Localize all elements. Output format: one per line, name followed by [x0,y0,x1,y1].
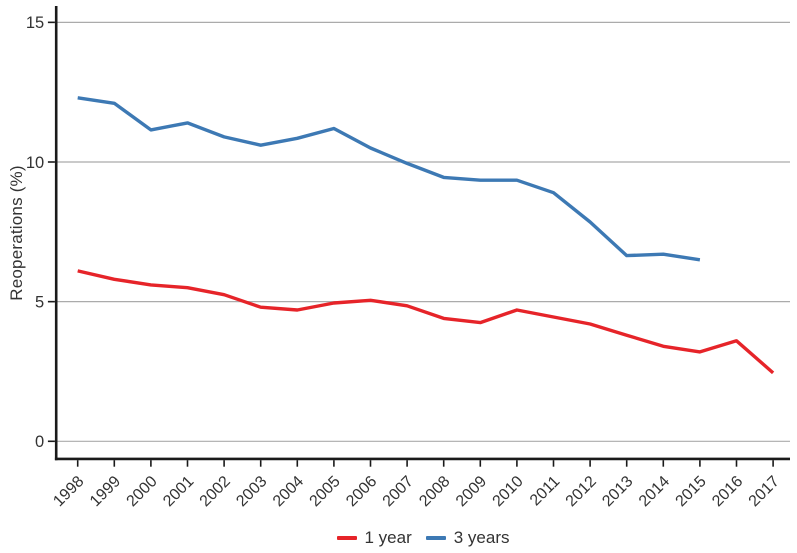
x-tick-label-2017: 2017 [746,473,783,510]
y-tick-label-0: 0 [35,433,44,451]
x-tick-label-2015: 2015 [673,473,710,510]
x-tick-label-2005: 2005 [307,473,344,510]
legend-item-1-year: 1 year [336,528,412,548]
x-tick-label-2001: 2001 [160,473,197,510]
y-axis-title: Reoperations (%) [7,165,26,301]
legend: 1 year 3 years [56,526,790,550]
x-tick-label-2009: 2009 [453,473,490,510]
y-tick-label-5: 5 [35,293,44,311]
x-tick-label-1999: 1999 [87,473,124,510]
series-line-1-year [77,269,775,375]
legend-swatch-1-year [336,536,357,540]
x-tick-label-2012: 2012 [563,473,600,510]
x-tick-label-2016: 2016 [709,473,746,510]
x-tick-label-2000: 2000 [124,473,161,510]
x-tick-label-2010: 2010 [490,473,527,510]
series-line-3-years [77,96,701,262]
x-tick-label-1998: 1998 [50,473,87,510]
x-tick-label-2014: 2014 [636,473,673,510]
y-tick-label-10: 10 [26,154,44,172]
x-tick-label-2011: 2011 [527,473,563,509]
x-tick-label-2008: 2008 [416,473,453,510]
y-tick-label-15: 15 [26,14,44,32]
legend-item-3-years: 3 years [425,528,510,548]
legend-label-3-years: 3 years [453,528,510,547]
legend-swatch-3-years [425,536,446,540]
x-tick-label-2002: 2002 [197,473,234,510]
x-tick-label-2003: 2003 [233,473,270,510]
x-tick-label-2007: 2007 [380,473,417,510]
x-tick-label-2013: 2013 [599,473,636,510]
legend-label-1-year: 1 year [364,528,412,547]
x-tick-label-2006: 2006 [343,473,380,510]
x-tick-label-2004: 2004 [270,473,307,510]
